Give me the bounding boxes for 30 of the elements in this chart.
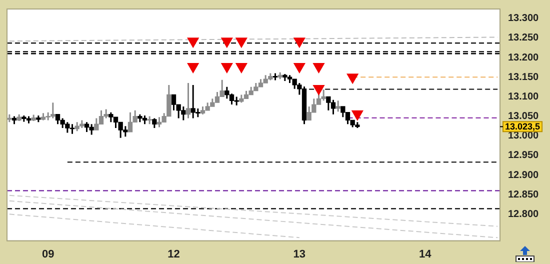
y-tick-label: 13.150 bbox=[508, 72, 540, 83]
y-tick-label: 13.250 bbox=[508, 32, 540, 44]
point bbox=[294, 38, 306, 48]
candlestick bbox=[186, 82, 191, 119]
point bbox=[187, 63, 199, 74]
x-tick-label: 12 bbox=[168, 248, 180, 260]
x-tick-label: 14 bbox=[418, 248, 432, 260]
y-tick-label: 12.900 bbox=[508, 170, 540, 181]
y-tick-label: 12.950 bbox=[508, 150, 540, 162]
point bbox=[221, 63, 233, 74]
text: 13.023,5 bbox=[505, 122, 540, 132]
y-tick-label: 12.800 bbox=[508, 208, 540, 220]
point bbox=[313, 84, 324, 95]
y-tick-label: 13.100 bbox=[508, 91, 540, 102]
y-tick-label: 13.050 bbox=[508, 111, 540, 122]
x-tick-label: 13 bbox=[293, 248, 306, 260]
point bbox=[352, 110, 364, 120]
x-tick-label: 09 bbox=[42, 248, 54, 260]
point bbox=[346, 74, 358, 84]
y-tick-label: 12.850 bbox=[508, 189, 540, 200]
y-tick-label: 13.300 bbox=[508, 13, 540, 24]
point bbox=[221, 38, 233, 48]
point bbox=[236, 63, 248, 74]
candlestick bbox=[336, 100, 340, 112]
point bbox=[236, 38, 248, 48]
point bbox=[294, 63, 306, 74]
y-tick-label: 13.200 bbox=[508, 52, 540, 64]
point bbox=[187, 38, 199, 48]
candlestick bbox=[152, 117, 157, 129]
point bbox=[313, 63, 324, 74]
